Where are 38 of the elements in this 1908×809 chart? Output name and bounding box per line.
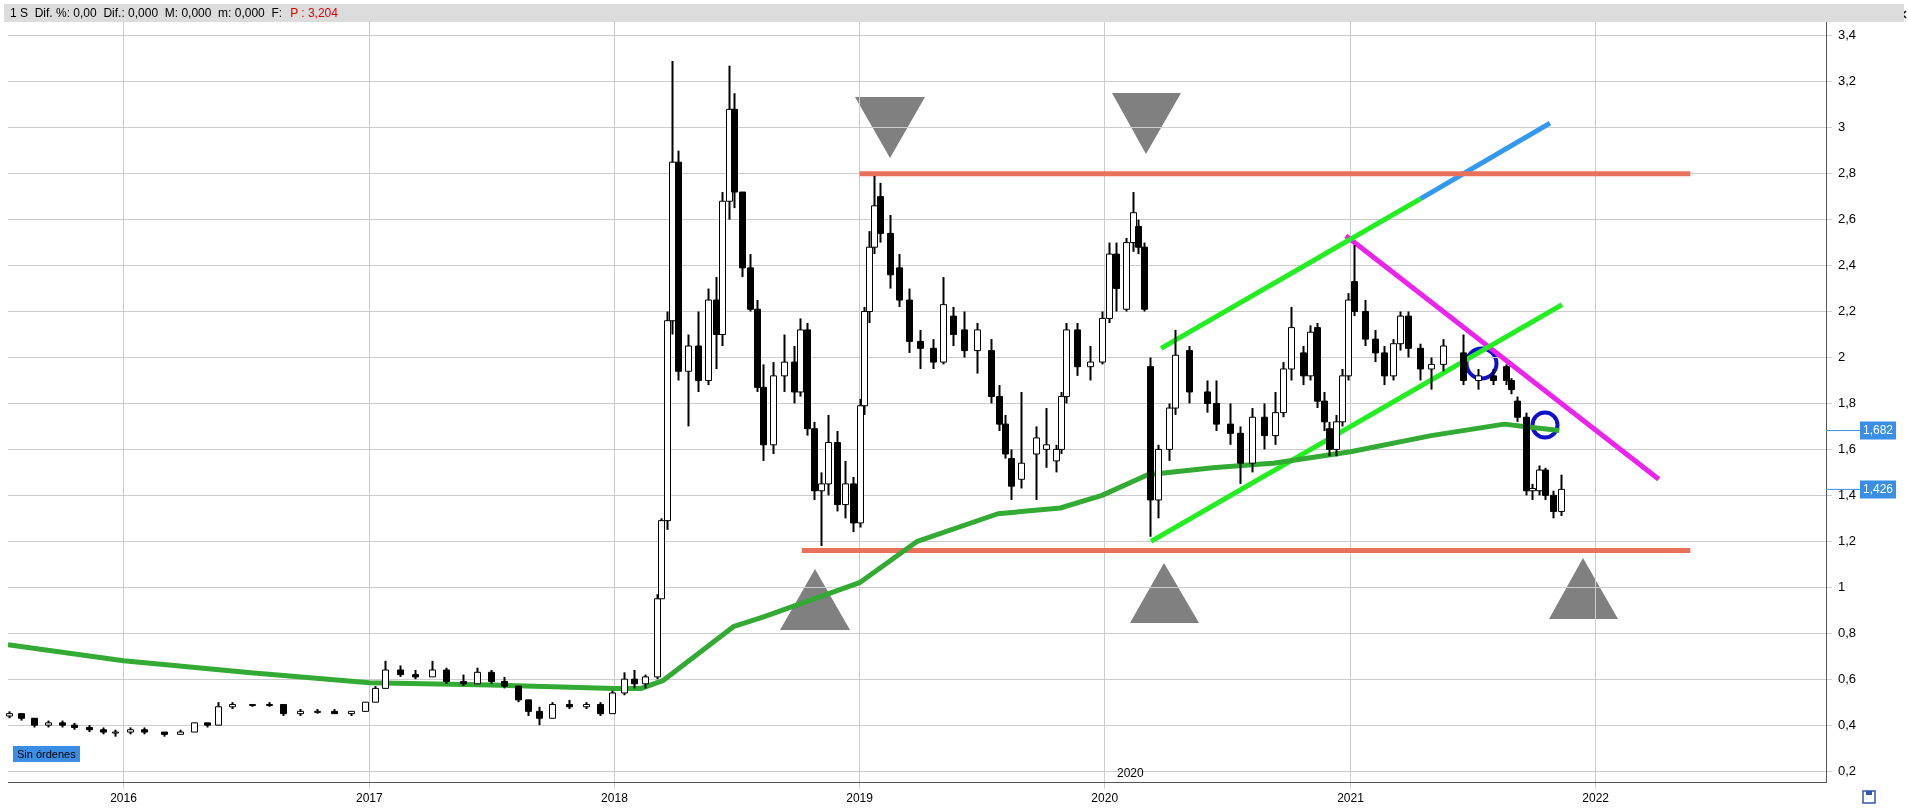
chart-title: 1 S Dif. %: 0,00 Dif.: 0,000 M: 0,000 m: 0,000 F: xyxy=(10,6,283,20)
y-tick-label: 2,8 xyxy=(1838,165,1857,181)
y-tick-label: 1,8 xyxy=(1838,395,1857,411)
x-tick-label: 2017 xyxy=(355,791,383,806)
x-tick-label: 2022 xyxy=(1582,791,1610,806)
y-tick-label: 0,4 xyxy=(1838,716,1857,732)
ref-line-label: 1,682 xyxy=(1863,422,1894,437)
y-tick-label: 3,4 xyxy=(1838,27,1857,43)
y-tick-label: 1 xyxy=(1838,578,1846,594)
candlestick xyxy=(1204,379,1211,414)
x-tick-label: 2016 xyxy=(110,791,138,806)
y-tick-label: 3,2 xyxy=(1838,73,1857,89)
y-tick-label: 1,6 xyxy=(1838,440,1857,456)
candlestick xyxy=(940,276,947,366)
candlestick xyxy=(215,701,222,727)
y-tick-label: 0,8 xyxy=(1838,624,1857,640)
candlestick xyxy=(1475,367,1482,391)
y-tick-label: 2,6 xyxy=(1838,211,1857,227)
x-tick-label: 2019 xyxy=(846,791,874,806)
y-tick-label: 0,2 xyxy=(1838,762,1857,778)
y-tick-label: 1,2 xyxy=(1838,532,1857,548)
x-tick-label: 2020 xyxy=(1091,791,1119,806)
y-tick-label: 3 xyxy=(1838,119,1846,135)
x-tick-label: 2021 xyxy=(1337,791,1365,806)
x-tick-label: 2018 xyxy=(601,791,629,806)
y-tick-label: 2,2 xyxy=(1838,303,1857,319)
candlestick xyxy=(896,253,903,308)
ref-line-label: 1,426 xyxy=(1863,481,1894,496)
chart-subtitle: P : 3,204 xyxy=(290,6,338,20)
annotation: Sin órdenes xyxy=(13,746,80,762)
annotation: 2020 xyxy=(1117,766,1144,780)
candlestick xyxy=(1460,333,1467,387)
candlestick xyxy=(1043,407,1050,469)
y-tick-label: 2,4 xyxy=(1838,257,1857,273)
y-tick-label: 2 xyxy=(1838,349,1846,365)
candlestick xyxy=(1362,299,1369,347)
y-tick-label: 0,6 xyxy=(1838,670,1857,686)
y-tick-label: 1,4 xyxy=(1838,486,1857,502)
